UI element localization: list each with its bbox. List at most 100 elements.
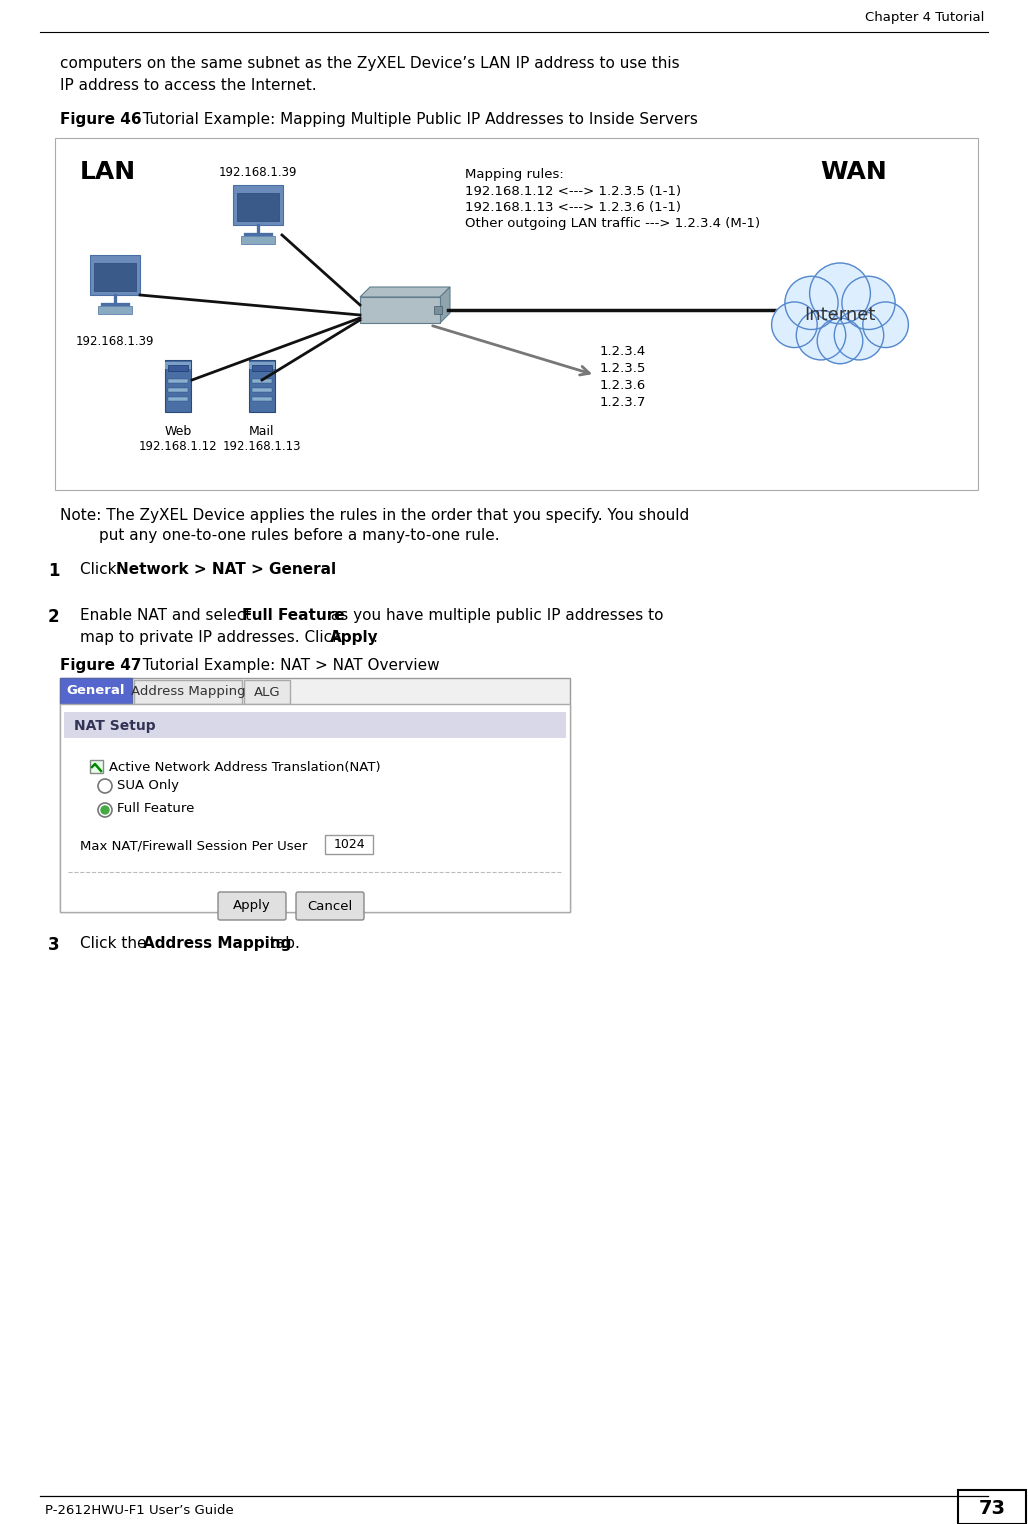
Circle shape [772,302,817,347]
Text: IP address to access the Internet.: IP address to access the Internet. [60,78,317,93]
Text: 192.168.1.39: 192.168.1.39 [219,166,297,178]
FancyBboxPatch shape [434,306,442,314]
Text: Tutorial Example: Mapping Multiple Public IP Addresses to Inside Servers: Tutorial Example: Mapping Multiple Publi… [128,111,698,126]
Text: put any one-to-one rules before a many-to-one rule.: put any one-to-one rules before a many-t… [60,527,500,543]
Text: 1024: 1024 [333,838,365,852]
Circle shape [98,803,112,817]
FancyBboxPatch shape [250,361,274,369]
FancyBboxPatch shape [233,184,283,226]
FancyBboxPatch shape [166,360,190,411]
Text: Active Network Address Translation(NAT): Active Network Address Translation(NAT) [109,760,380,774]
Text: Tutorial Example: NAT > NAT Overview: Tutorial Example: NAT > NAT Overview [128,658,440,674]
Text: 192.168.1.13 <---> 1.2.3.6 (1-1): 192.168.1.13 <---> 1.2.3.6 (1-1) [465,201,681,213]
Text: 1.2.3.6: 1.2.3.6 [600,379,647,392]
Text: Figure 46: Figure 46 [60,111,142,126]
Text: Click: Click [80,562,121,578]
Text: 1.2.3.4: 1.2.3.4 [600,344,647,358]
Text: Max NAT/Firewall Session Per User: Max NAT/Firewall Session Per User [80,840,307,852]
Text: P-2612HWU-F1 User’s Guide: P-2612HWU-F1 User’s Guide [45,1504,233,1516]
Text: Apply: Apply [233,899,270,913]
Text: map to private IP addresses. Click: map to private IP addresses. Click [80,629,345,645]
FancyBboxPatch shape [169,389,188,392]
Polygon shape [440,287,450,323]
Text: Full Feature: Full Feature [117,803,194,815]
FancyBboxPatch shape [218,892,286,920]
Text: NAT Setup: NAT Setup [74,719,155,733]
FancyBboxPatch shape [169,396,188,401]
Circle shape [862,302,909,347]
Circle shape [817,319,862,364]
FancyBboxPatch shape [252,396,271,401]
FancyBboxPatch shape [958,1490,1026,1524]
Text: ALG: ALG [254,686,281,698]
Text: Note: The ZyXEL Device applies the rules in the order that you specify. You shou: Note: The ZyXEL Device applies the rules… [60,507,689,523]
Text: 192.168.1.12: 192.168.1.12 [139,440,217,453]
Circle shape [785,265,895,375]
Circle shape [797,311,846,360]
Text: Other outgoing LAN traffic ---> 1.2.3.4 (M-1): Other outgoing LAN traffic ---> 1.2.3.4 … [465,216,760,230]
FancyBboxPatch shape [237,192,279,221]
FancyBboxPatch shape [252,389,271,392]
Text: 192.168.1.39: 192.168.1.39 [76,335,154,347]
Polygon shape [360,287,450,297]
FancyBboxPatch shape [241,236,276,244]
Circle shape [785,276,838,329]
FancyBboxPatch shape [134,680,242,704]
Text: 1.2.3.7: 1.2.3.7 [600,396,647,408]
Text: Mapping rules:: Mapping rules: [465,168,563,181]
Text: 1: 1 [48,562,60,581]
Text: SUA Only: SUA Only [117,779,179,791]
Text: 192.168.1.13: 192.168.1.13 [223,440,301,453]
Text: Apply: Apply [330,629,378,645]
Text: Mail: Mail [249,425,274,437]
FancyBboxPatch shape [244,680,290,704]
FancyBboxPatch shape [360,297,440,323]
Text: General: General [67,684,125,698]
Circle shape [101,806,109,814]
FancyBboxPatch shape [296,892,364,920]
FancyBboxPatch shape [169,379,188,383]
FancyBboxPatch shape [90,760,103,773]
Text: Cancel: Cancel [307,899,353,913]
Text: Address Mapping: Address Mapping [131,686,246,698]
FancyBboxPatch shape [252,379,271,383]
Circle shape [810,264,871,323]
FancyBboxPatch shape [252,366,271,370]
Text: Click the: Click the [80,936,151,951]
Text: tab.: tab. [265,936,300,951]
FancyBboxPatch shape [56,139,978,491]
Circle shape [98,779,112,792]
Text: .: . [372,629,377,645]
FancyBboxPatch shape [98,306,133,314]
Text: 192.168.1.12 <---> 1.2.3.5 (1-1): 192.168.1.12 <---> 1.2.3.5 (1-1) [465,184,682,198]
FancyBboxPatch shape [325,835,373,853]
FancyBboxPatch shape [64,712,566,738]
FancyBboxPatch shape [169,366,188,370]
FancyBboxPatch shape [60,704,570,911]
Text: Figure 47: Figure 47 [60,658,142,674]
Text: Enable NAT and select: Enable NAT and select [80,608,256,623]
FancyBboxPatch shape [90,255,140,296]
Circle shape [835,311,884,360]
FancyBboxPatch shape [250,360,274,411]
Text: 3: 3 [48,936,60,954]
Text: as you have multiple public IP addresses to: as you have multiple public IP addresses… [326,608,663,623]
Text: Full Feature: Full Feature [242,608,344,623]
FancyBboxPatch shape [60,678,570,911]
FancyBboxPatch shape [95,262,136,291]
Text: Web: Web [164,425,191,437]
Text: 2: 2 [48,608,60,626]
Circle shape [842,276,895,329]
FancyBboxPatch shape [60,678,132,704]
Text: Network > NAT > General: Network > NAT > General [116,562,336,578]
Text: WAN: WAN [820,160,887,184]
Text: LAN: LAN [80,160,136,184]
Text: Address Mapping: Address Mapping [143,936,291,951]
Text: 73: 73 [979,1498,1005,1518]
Text: Internet: Internet [804,306,876,325]
Text: .: . [298,562,303,578]
FancyBboxPatch shape [166,361,190,369]
Text: Chapter 4 Tutorial: Chapter 4 Tutorial [865,12,984,24]
Text: 1.2.3.5: 1.2.3.5 [600,363,647,375]
Text: computers on the same subnet as the ZyXEL Device’s LAN IP address to use this: computers on the same subnet as the ZyXE… [60,56,680,72]
